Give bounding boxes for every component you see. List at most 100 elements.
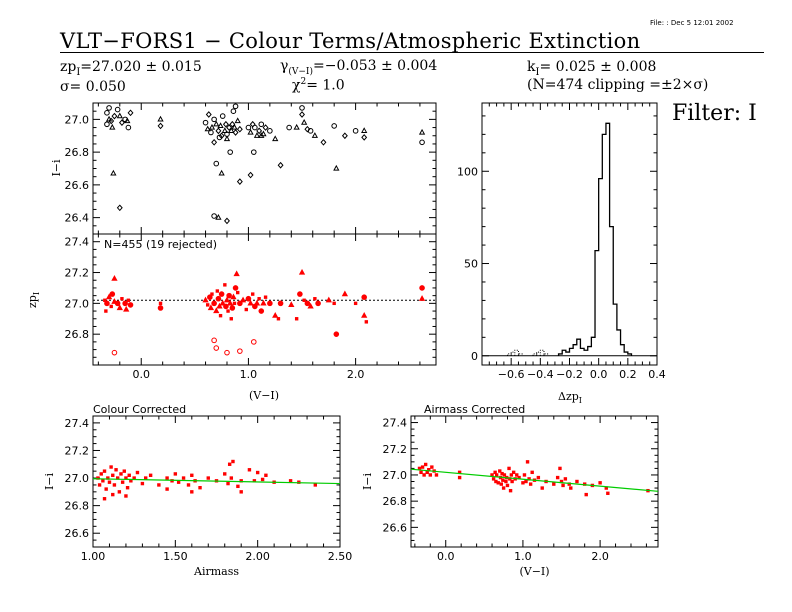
mid-plot-ytick-label: 26.8: [65, 328, 90, 341]
mid-plot-point: [257, 297, 261, 301]
colour-corrected-xtick-label: 2.00: [245, 550, 270, 563]
top-plot-point: [299, 105, 305, 111]
mid-plot-ylabel: zpI: [26, 292, 41, 308]
mid-plot-point: [302, 298, 306, 302]
hist-xtick-label: −0.2: [556, 368, 583, 381]
top-plot-point: [213, 120, 220, 127]
mid-plot-point: [341, 290, 349, 297]
top-plot-point: [258, 132, 265, 138]
airmass-corrected-ytick-label: 27.4: [383, 417, 408, 430]
mid-plot-point: [157, 305, 164, 311]
top-plot-point: [127, 109, 134, 117]
top-plot-point: [218, 132, 225, 140]
filter-label: Filter: I: [672, 101, 757, 126]
colour-corrected-point: [227, 462, 232, 466]
colour-corrected-point: [190, 473, 194, 477]
mid-plot-point: [253, 299, 261, 306]
colour-corrected-ytick-label: 27.0: [65, 472, 90, 485]
top-plot-point: [208, 129, 214, 136]
top-plot-point: [104, 110, 110, 116]
mid-plot-point: [219, 299, 226, 306]
airmass-corrected-point: [584, 492, 588, 497]
top-plot-point: [333, 164, 340, 171]
top-plot-point: [311, 132, 319, 138]
colour-corrected-xtick-label: 2.50: [328, 550, 353, 563]
mid-plot-point: [223, 303, 229, 310]
airmass-corrected-point: [558, 466, 562, 471]
top-plot-point: [341, 132, 348, 140]
mid-plot-point: [333, 331, 340, 337]
colour-corrected-ytick-label: 27.4: [65, 417, 90, 430]
top-plot-point: [124, 117, 131, 124]
colour-corrected-point: [206, 476, 210, 480]
airmass-corrected-point: [517, 475, 521, 480]
colour-corrected-point: [135, 470, 140, 475]
mid-plot-point: [122, 300, 128, 307]
colour-corrected-point: [176, 480, 181, 484]
mid-plot-point: [229, 317, 233, 321]
top-plot-point: [301, 119, 308, 125]
mid-plot-point: [297, 291, 303, 297]
top-plot-point: [272, 135, 279, 142]
colour-corrected-point: [124, 476, 128, 480]
mid-plot-point: [207, 304, 215, 311]
top-plot-frame: [92, 102, 437, 235]
mid-plot-point: [226, 292, 232, 299]
colour-corrected-point: [129, 479, 133, 483]
mid-plot-point: [105, 293, 113, 300]
mid-plot-point: [419, 285, 425, 291]
top-plot-ytick-label: 26.4: [65, 212, 90, 225]
top-plot-point: [262, 124, 269, 131]
mid-plot-point: [126, 298, 131, 302]
hist-bar: [584, 350, 588, 356]
airmass-corrected-point: [555, 475, 560, 480]
top-plot-point: [293, 123, 300, 130]
airmass-corrected-point: [511, 470, 516, 475]
colour-corrected-point: [148, 473, 153, 477]
mid-plot-point: [298, 268, 306, 275]
mid-plot-ytick-label: 27.0: [65, 297, 90, 310]
sigma-stat: σ= 0.050: [60, 79, 126, 95]
mid-plot-point: [251, 292, 255, 296]
colour-corrected-point: [239, 490, 243, 494]
airmass-corrected-ytick-label: 27.2: [383, 443, 408, 456]
hist-xtick-label: −0.4: [527, 368, 554, 381]
mid-plot-frame: [92, 233, 437, 366]
airmass-corrected-ytick-label: 27.0: [383, 469, 408, 482]
top-plot-point: [277, 161, 284, 169]
top-plot-point: [116, 204, 123, 212]
airmass-corrected-point: [536, 475, 541, 480]
top-plot-point: [202, 119, 209, 126]
mid-plot-point: [315, 300, 321, 307]
airmass-corrected-point: [501, 478, 505, 482]
top-plot-point: [227, 149, 233, 155]
colour-corrected-point: [190, 490, 194, 494]
mid-plot-point: [277, 300, 284, 307]
top-plot-point: [304, 125, 311, 133]
mid-plot-point: [202, 296, 209, 303]
colour-corrected-point: [112, 483, 117, 487]
colour-corrected-point: [165, 487, 169, 491]
mid-plot-rejected-point: [213, 345, 220, 351]
top-plot-ytick-label: 27.0: [65, 113, 90, 126]
airmass-corrected-point: [434, 473, 439, 477]
mid-plot-point: [123, 305, 130, 312]
mid-plot-point: [226, 309, 230, 313]
top-plot-point: [157, 115, 164, 122]
colour-corrected-point: [252, 479, 257, 483]
colour-corrected-point: [313, 483, 317, 487]
mid-plot-point: [116, 304, 123, 311]
airmass-corrected-fit-line: [410, 468, 659, 492]
hist-xtick-label: 0.4: [648, 368, 666, 381]
airmass-corrected-point: [563, 477, 568, 481]
airmass-corrected-point: [420, 465, 425, 469]
colour-corrected-xtick-label: 1.50: [163, 550, 188, 563]
colour-corrected-point: [107, 480, 112, 484]
top-plot-point: [258, 121, 265, 128]
mid-plot-point: [158, 301, 163, 306]
k-stat: kI= 0.025 ± 0.008: [527, 60, 656, 78]
top-plot-point: [236, 178, 243, 185]
mid-plot-point: [332, 301, 336, 306]
airmass-corrected-point: [508, 488, 513, 493]
colour-corrected-point: [104, 487, 108, 491]
